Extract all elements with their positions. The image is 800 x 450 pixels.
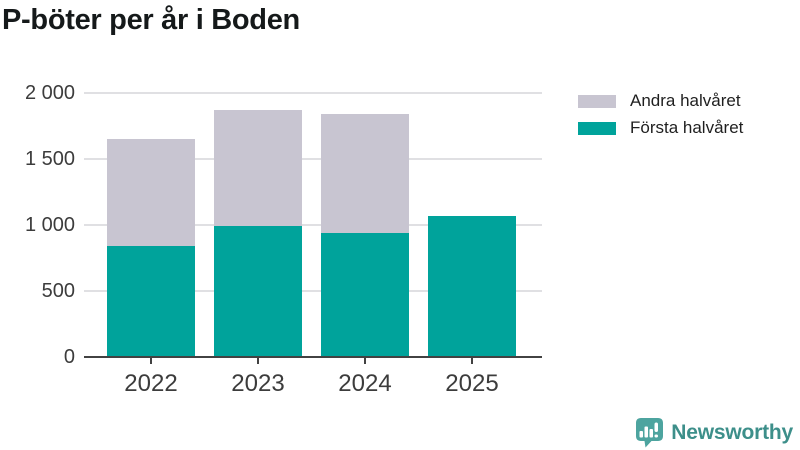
newsworthy-logo-icon (636, 418, 664, 448)
gridline-2000 (84, 92, 542, 94)
legend-item-andra-halvaret: Andra halvåret (578, 90, 743, 112)
bar-segment-2022-series0 (107, 246, 195, 357)
gridline-1000 (84, 224, 542, 226)
x-axis-line (84, 356, 542, 358)
bar-segment-2025-series0 (428, 215, 516, 357)
legend-swatch-forsta-halvaret (578, 121, 616, 135)
bar-segment-2023-series1 (214, 110, 302, 227)
legend-label-forsta-halvaret: Första halvåret (630, 118, 744, 137)
bar-segment-2022-series1 (107, 139, 195, 247)
x-axis-tick-2024 (364, 358, 366, 364)
bar-segment-2024-series0 (321, 232, 409, 357)
plot-area (84, 92, 542, 364)
legend: Andra halvåret Första halvåret (578, 90, 743, 139)
newsworthy-brand-link[interactable]: Newsworthy (635, 417, 793, 448)
legend-swatch-andra-halvaret (578, 94, 616, 108)
y-tick-label-0: 0 (63, 346, 75, 368)
legend-item-forsta-halvaret: Första halvåret (578, 117, 743, 139)
chart-title: P-böter per år i Boden (2, 4, 300, 36)
y-tick-label-2000: 2 000 (24, 82, 75, 104)
x-axis-tick-2023 (257, 358, 259, 364)
x-tick-label-2022: 2022 (124, 370, 178, 397)
x-axis-tick-2022 (150, 358, 152, 364)
y-tick-label-1000: 1 000 (24, 214, 75, 236)
legend-label-andra-halvaret: Andra halvåret (630, 91, 741, 110)
x-tick-label-2024: 2024 (338, 370, 392, 397)
x-tick-label-2023: 2023 (231, 370, 285, 397)
x-tick-label-2025: 2025 (445, 370, 499, 397)
bar-segment-2023-series0 (214, 226, 302, 357)
y-tick-label-1500: 1 500 (24, 148, 75, 170)
gridline-500 (84, 290, 542, 292)
brand-name: Newsworthy (671, 420, 793, 444)
bar-segment-2024-series1 (321, 114, 409, 233)
y-axis-labels: 0 500 1 000 1 500 2 000 (0, 82, 75, 368)
gridline-1500 (84, 158, 542, 160)
y-tick-label-500: 500 (41, 280, 75, 302)
x-axis-tick-2025 (471, 358, 473, 364)
